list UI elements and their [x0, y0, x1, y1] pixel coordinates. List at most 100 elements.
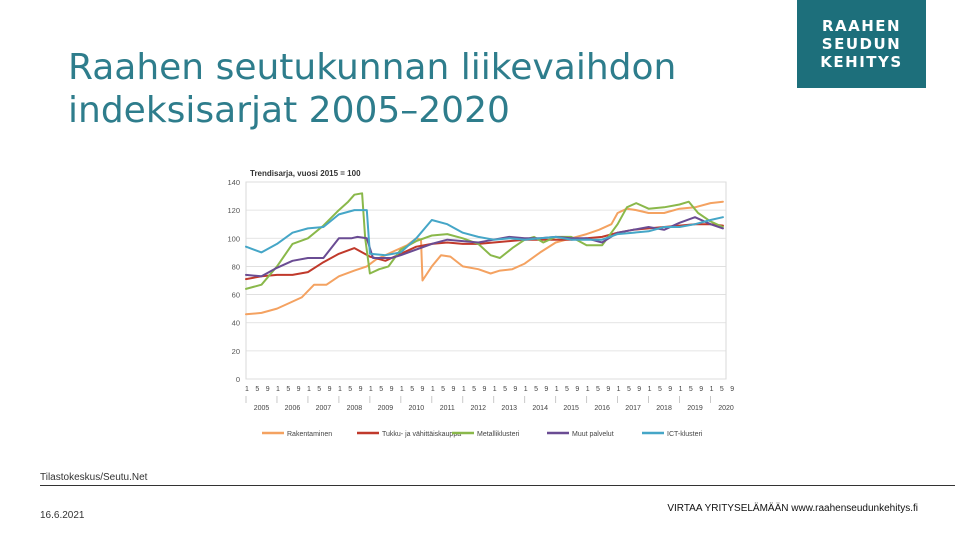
month-tick-label: 5	[720, 386, 724, 393]
month-tick-label: 5	[503, 386, 507, 393]
month-tick-label: 9	[637, 386, 641, 393]
plot-area-frame	[245, 181, 727, 380]
month-tick-label: 1	[307, 386, 311, 393]
month-tick-label: 9	[421, 386, 425, 393]
chart-title: Trendisarja, vuosi 2015 = 100	[250, 169, 361, 178]
month-tick-label: 1	[617, 386, 621, 393]
chart-legend: Rakentaminen Tukku- ja vähittäiskauppa Met…	[262, 431, 703, 438]
year-tick-label: 2016	[594, 405, 610, 412]
year-tick-label: 2020	[718, 405, 734, 412]
y-tick-label: 60	[232, 291, 240, 300]
month-tick-label: 1	[276, 386, 280, 393]
month-tick-label: 5	[348, 386, 352, 393]
month-tick-label: 9	[668, 386, 672, 393]
y-tick-label: 0	[236, 375, 240, 384]
month-tick-label: 1	[524, 386, 528, 393]
legend-label: ICT-klusteri	[667, 431, 703, 438]
year-tick-label: 2007	[316, 405, 332, 412]
slide-title-line1: Raahen seutukunnan liikevaihdon	[68, 47, 677, 88]
year-tick-label: 2005	[254, 405, 270, 412]
month-tick-label: 1	[493, 386, 497, 393]
month-tick-label: 5	[627, 386, 631, 393]
month-tick-label: 5	[596, 386, 600, 393]
month-tick-label: 5	[255, 386, 259, 393]
slide-title: Raahen seutukunnan liikevaihdon indeksis…	[68, 46, 708, 132]
year-tick-label: 2019	[687, 405, 703, 412]
year-tick-label: 2017	[625, 405, 641, 412]
month-tick-label: 9	[482, 386, 486, 393]
logo-line1: RAAHEN	[821, 17, 902, 35]
month-tick-label: 9	[730, 386, 734, 393]
chart-gridlines	[245, 181, 727, 380]
logo-line2: SEUDUN	[821, 35, 902, 53]
y-tick-label: 140	[227, 178, 240, 187]
year-tick-label: 2009	[378, 405, 394, 412]
year-tick-label: 2008	[347, 405, 363, 412]
source-note: Tilastokeskus/Seutu.Net	[40, 472, 148, 483]
month-tick-label: 9	[359, 386, 363, 393]
series-line-3	[245, 192, 724, 290]
series-line-5	[245, 209, 724, 257]
month-tick-label: 1	[431, 386, 435, 393]
year-tick-label: 2014	[532, 405, 548, 412]
month-tick-label: 9	[544, 386, 548, 393]
raahen-seudun-kehitys-logo: RAAHEN SEUDUN KEHITYS	[797, 0, 926, 88]
y-tick-label: 120	[227, 206, 240, 215]
slide-date: 16.6.2021	[40, 510, 85, 521]
month-tick-label: 1	[245, 386, 249, 393]
month-tick-label: 1	[338, 386, 342, 393]
series-line-4	[245, 216, 724, 278]
y-tick-label: 80	[232, 262, 240, 271]
legend-label: Metalliklusteri	[477, 431, 520, 438]
month-tick-label: 1	[400, 386, 404, 393]
month-tick-label: 1	[648, 386, 652, 393]
chart-series	[245, 192, 724, 316]
y-tick-label: 20	[232, 347, 240, 356]
month-tick-label: 1	[586, 386, 590, 393]
year-tick-label: 2015	[563, 405, 579, 412]
slide-title-line2: indeksisarjat 2005–2020	[68, 90, 510, 131]
month-tick-label: 1	[679, 386, 683, 393]
footer-slogan: VIRTAA YRITYSELÄMÄÄN www.raahenseudunkeh…	[667, 503, 918, 514]
month-tick-label: 9	[575, 386, 579, 393]
year-tick-label: 2012	[470, 405, 486, 412]
month-tick-label: 1	[369, 386, 373, 393]
year-tick-label: 2010	[409, 405, 425, 412]
footer-divider	[40, 485, 955, 486]
month-tick-label: 5	[534, 386, 538, 393]
year-tick-label: 2013	[501, 405, 517, 412]
month-tick-label: 9	[451, 386, 455, 393]
logo-line3: KEHITYS	[820, 53, 903, 71]
month-tick-label: 5	[565, 386, 569, 393]
month-tick-label: 5	[317, 386, 321, 393]
month-tick-label: 9	[699, 386, 703, 393]
series-line-1	[245, 200, 724, 316]
month-tick-label: 5	[472, 386, 476, 393]
year-tick-label: 2006	[285, 405, 301, 412]
series-line-2	[245, 223, 724, 281]
month-tick-label: 1	[462, 386, 466, 393]
legend-label: Muut palvelut	[572, 431, 614, 438]
month-tick-label: 9	[606, 386, 610, 393]
month-tick-label: 9	[328, 386, 332, 393]
year-tick-label: 2018	[656, 405, 672, 412]
month-tick-label: 5	[379, 386, 383, 393]
month-tick-label: 5	[441, 386, 445, 393]
month-tick-label: 5	[410, 386, 414, 393]
month-tick-label: 9	[266, 386, 270, 393]
month-tick-label: 5	[286, 386, 290, 393]
month-tick-label: 9	[297, 386, 301, 393]
month-tick-label: 9	[513, 386, 517, 393]
y-tick-label: 100	[227, 234, 240, 243]
month-tick-label: 9	[390, 386, 394, 393]
month-tick-label: 5	[689, 386, 693, 393]
legend-label: Tukku- ja vähittäiskauppa	[382, 431, 461, 438]
legend-label: Rakentaminen	[287, 431, 332, 438]
month-tick-label: 5	[658, 386, 662, 393]
y-tick-labels: 0 20 40 60 80 100 120 140	[227, 178, 240, 384]
year-tick-label: 2011	[440, 405, 455, 412]
y-tick-label: 40	[232, 319, 240, 328]
month-tick-label: 1	[710, 386, 714, 393]
